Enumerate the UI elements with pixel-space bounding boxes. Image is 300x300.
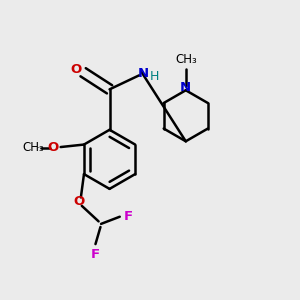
Text: N: N <box>180 81 191 94</box>
Text: methoxy: methoxy <box>38 147 44 148</box>
Text: N: N <box>137 67 148 80</box>
Text: F: F <box>90 248 99 262</box>
Text: O: O <box>71 63 82 76</box>
Text: O: O <box>74 195 85 208</box>
Text: CH₃: CH₃ <box>23 141 44 154</box>
Text: F: F <box>124 210 133 223</box>
Text: H: H <box>149 70 159 83</box>
Text: CH₃: CH₃ <box>175 53 196 66</box>
Text: O: O <box>48 141 59 154</box>
